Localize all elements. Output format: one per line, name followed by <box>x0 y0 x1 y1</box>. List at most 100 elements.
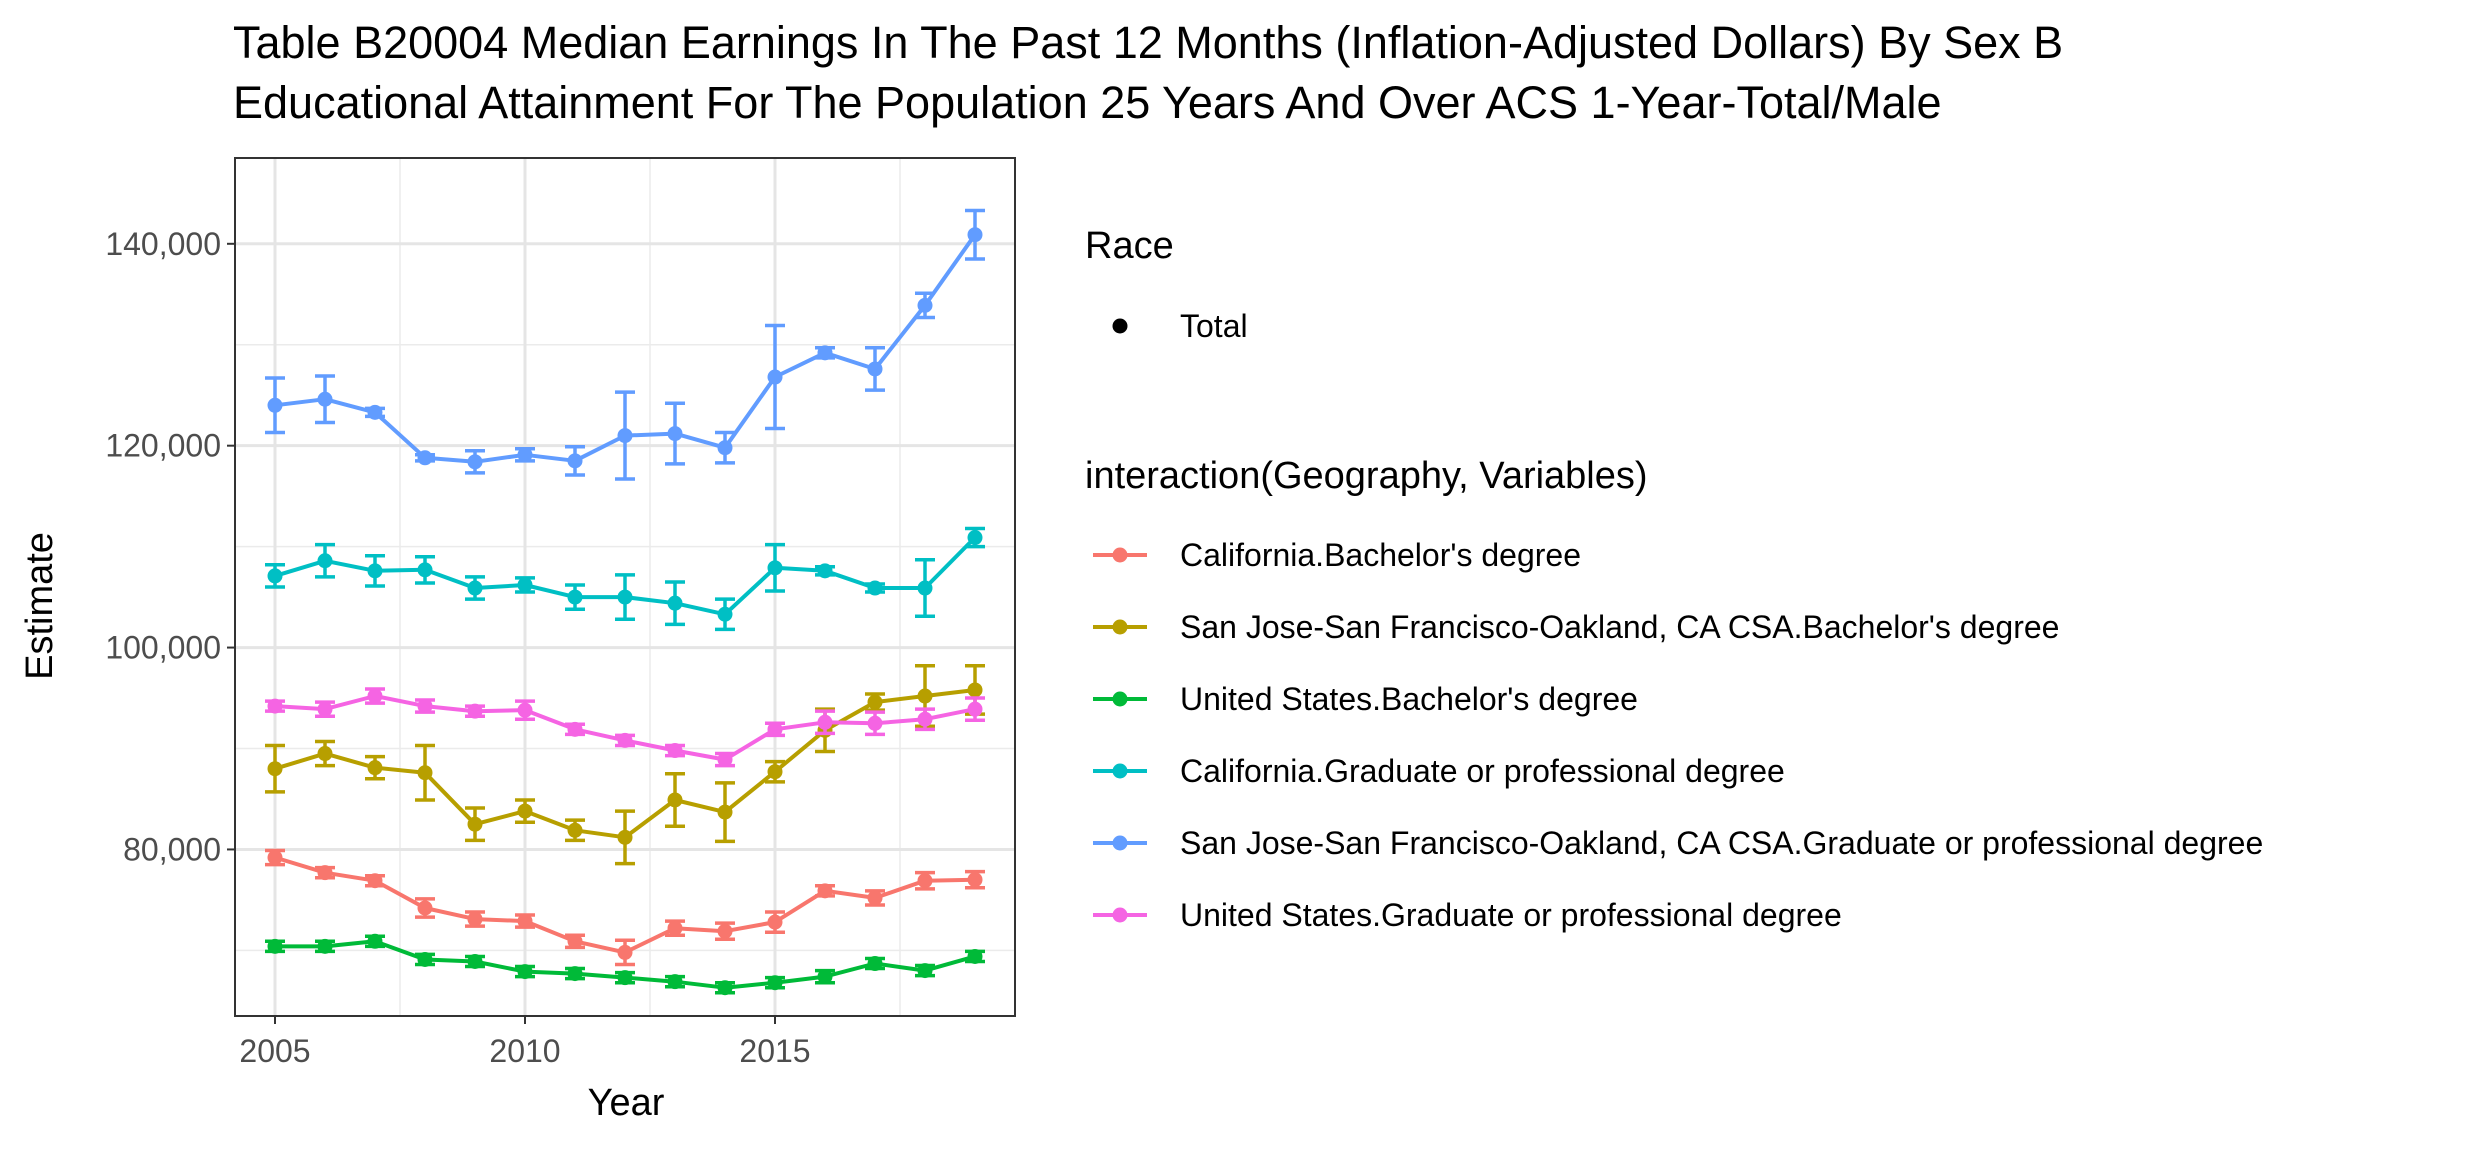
data-point <box>617 829 633 845</box>
data-point <box>617 944 633 960</box>
y-tick-label: 80,000 <box>123 831 221 867</box>
data-point <box>867 694 883 710</box>
data-point <box>917 873 933 889</box>
data-point <box>317 746 333 762</box>
data-point <box>867 715 883 731</box>
legend-shape-key <box>1112 318 1128 334</box>
data-point <box>917 963 933 979</box>
data-point <box>667 595 683 611</box>
data-point <box>317 865 333 881</box>
data-point <box>967 948 983 964</box>
legend-color-label: San Jose-San Francisco-Oakland, CA CSA.G… <box>1180 825 2263 861</box>
data-point <box>317 701 333 717</box>
data-point <box>917 688 933 704</box>
data-point <box>817 969 833 985</box>
series <box>265 933 985 996</box>
data-point <box>517 964 533 980</box>
data-point <box>567 822 583 838</box>
data-point <box>667 920 683 936</box>
data-point <box>867 580 883 596</box>
data-point <box>567 589 583 605</box>
legend-color-label: San Jose-San Francisco-Oakland, CA CSA.B… <box>1180 609 2059 645</box>
legend-color-label: United States.Bachelor's degree <box>1180 681 1638 717</box>
plot-series <box>265 208 985 996</box>
data-point <box>517 913 533 929</box>
y-tick-label: 140,000 <box>105 226 221 262</box>
data-point <box>617 732 633 748</box>
data-point <box>567 721 583 737</box>
data-point <box>967 227 983 243</box>
y-axis-title: Estimate <box>19 532 61 680</box>
data-point <box>267 938 283 954</box>
data-point <box>767 369 783 385</box>
data-point <box>617 428 633 444</box>
data-point <box>317 391 333 407</box>
data-point <box>967 872 983 888</box>
data-point <box>367 873 383 889</box>
legend-color-label: California.Bachelor's degree <box>1180 537 1581 573</box>
x-axis-title: Year <box>588 1082 665 1124</box>
data-point <box>367 760 383 776</box>
legend-shape-label: Total <box>1180 308 1248 344</box>
x-tick-label: 2010 <box>489 1033 560 1069</box>
data-point <box>317 553 333 569</box>
axes: 2005 2010 2015 80,000 100,000 120,000 140,000 <box>105 226 810 1069</box>
data-point <box>767 975 783 991</box>
data-point <box>917 580 933 596</box>
data-point <box>767 721 783 737</box>
y-tick-label: 100,000 <box>105 630 221 666</box>
series <box>265 687 985 768</box>
data-point <box>417 951 433 967</box>
data-point <box>467 454 483 470</box>
data-point <box>717 923 733 939</box>
data-point <box>567 966 583 982</box>
data-point <box>267 568 283 584</box>
data-point <box>667 792 683 808</box>
data-point <box>967 530 983 546</box>
data-point <box>867 890 883 906</box>
data-point <box>817 563 833 579</box>
legend-color-point <box>1112 763 1128 779</box>
data-point <box>267 397 283 413</box>
legend-shape-title: Race <box>1085 225 1174 267</box>
series <box>265 208 985 481</box>
data-point <box>967 682 983 698</box>
data-point <box>467 911 483 927</box>
data-point <box>517 577 533 593</box>
data-point <box>517 447 533 463</box>
legend-color-point <box>1112 619 1128 635</box>
data-point <box>917 297 933 313</box>
data-point <box>717 606 733 622</box>
data-point <box>717 804 733 820</box>
data-point <box>567 453 583 469</box>
data-point <box>367 933 383 949</box>
data-point <box>517 803 533 819</box>
series <box>265 848 985 967</box>
series <box>265 526 985 632</box>
data-point <box>417 698 433 714</box>
data-point <box>967 701 983 717</box>
legend-color-label: United States.Graduate or professional d… <box>1180 897 1842 933</box>
panel-border <box>234 157 1016 1017</box>
data-point <box>267 850 283 866</box>
data-point <box>717 440 733 456</box>
data-point <box>667 426 683 442</box>
data-point <box>267 761 283 777</box>
data-point <box>667 974 683 990</box>
data-point <box>417 900 433 916</box>
legend-color-label: California.Graduate or professional degr… <box>1180 753 1785 789</box>
data-point <box>367 563 383 579</box>
data-point <box>717 752 733 768</box>
chart-title-line-2: Educational Attainment For The Populatio… <box>233 77 1942 128</box>
legend-color-point <box>1112 835 1128 851</box>
data-point <box>367 404 383 420</box>
data-point <box>567 933 583 949</box>
data-point <box>667 743 683 759</box>
data-point <box>817 345 833 361</box>
data-point <box>917 711 933 727</box>
data-point <box>267 698 283 714</box>
series <box>265 663 985 866</box>
data-point <box>617 970 633 986</box>
data-point <box>767 914 783 930</box>
